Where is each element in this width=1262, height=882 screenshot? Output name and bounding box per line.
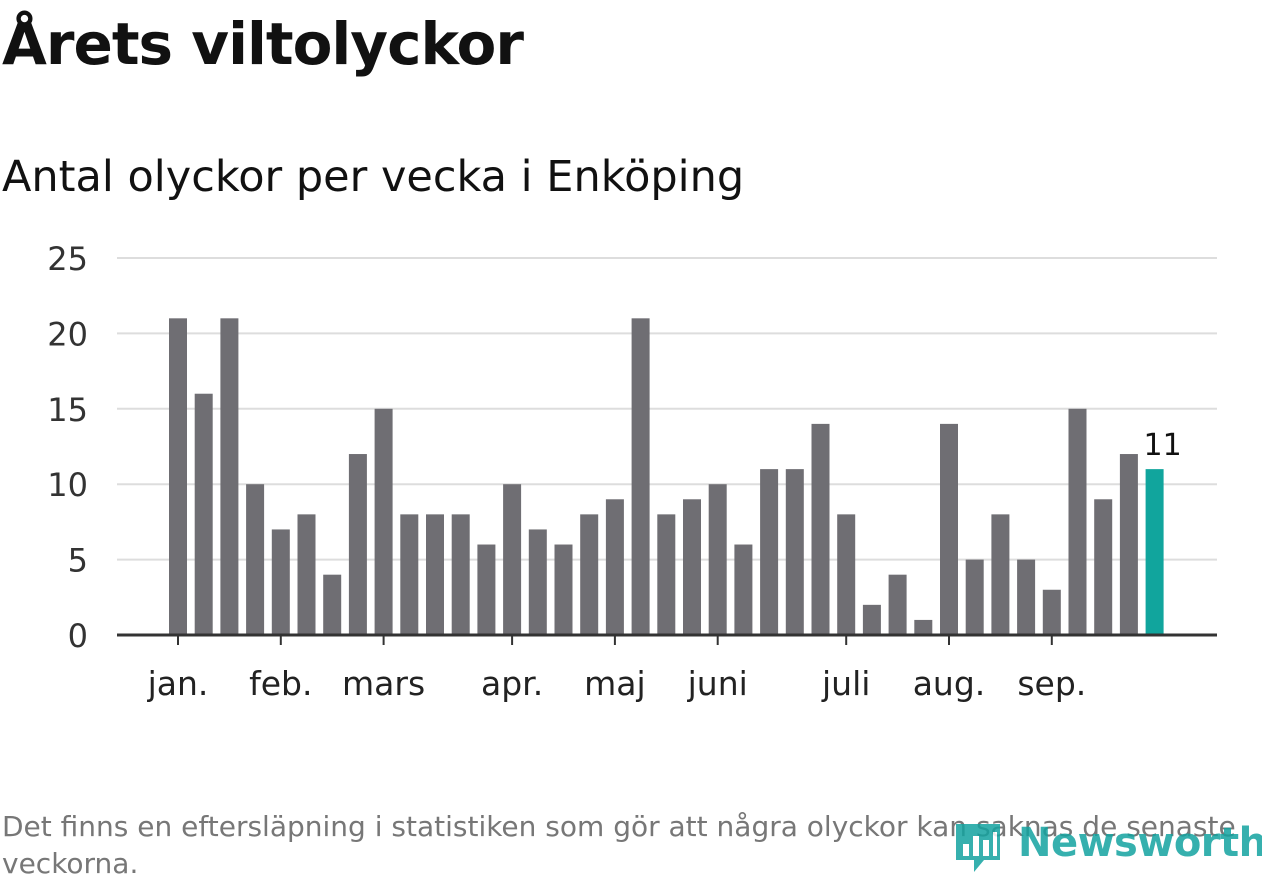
chart-subtitle: Antal olyckor per vecka i Enköping xyxy=(2,152,745,202)
bar xyxy=(760,469,779,635)
highlighted-bar xyxy=(1145,469,1164,635)
highlight-value-label: 11 xyxy=(1144,428,1182,463)
bar xyxy=(528,529,547,635)
x-tick-label: juli xyxy=(821,664,870,703)
brand-name: Newsworthy xyxy=(1018,820,1262,866)
y-tick-label: 0 xyxy=(68,617,88,655)
bar xyxy=(914,619,933,635)
bar xyxy=(1042,589,1061,635)
bar xyxy=(888,574,907,635)
bar xyxy=(837,514,856,635)
bar xyxy=(811,423,830,635)
bar xyxy=(477,544,496,635)
bar xyxy=(1094,499,1113,635)
bar xyxy=(631,318,650,635)
bar xyxy=(708,484,727,635)
bar xyxy=(940,423,958,635)
y-tick-label: 25 xyxy=(47,240,88,278)
bar xyxy=(426,514,444,635)
bar xyxy=(374,408,393,635)
bar xyxy=(580,514,599,635)
newsworthy-logo-icon xyxy=(956,824,1000,872)
bar xyxy=(1017,559,1036,635)
x-tick-label: aug. xyxy=(913,664,986,703)
x-tick-label: juni xyxy=(687,664,748,703)
chart-title: Årets viltolyckor xyxy=(2,10,524,78)
bar xyxy=(451,514,470,635)
x-tick-label: mars xyxy=(342,664,425,703)
bar xyxy=(734,544,753,635)
x-tick-label: apr. xyxy=(481,664,543,703)
bar-chart: 0 5 10 15 20 25 11 jan. feb. mars apr. maj juni juli a… xyxy=(47,240,1217,703)
bar xyxy=(220,318,239,635)
footnote: Det finns en eftersläpning i statistiken… xyxy=(2,810,1236,880)
bar xyxy=(554,544,573,635)
bar xyxy=(991,514,1010,635)
x-tick-label: maj xyxy=(584,664,646,703)
y-tick-label: 15 xyxy=(47,391,88,429)
bar xyxy=(862,604,881,635)
bar xyxy=(503,484,522,635)
bar xyxy=(1068,408,1087,635)
bar xyxy=(169,318,187,635)
bar xyxy=(657,514,676,635)
bar xyxy=(348,454,367,635)
bar xyxy=(400,514,419,635)
bar xyxy=(297,514,316,635)
bar xyxy=(605,499,624,635)
bar xyxy=(194,393,213,635)
bar xyxy=(1119,454,1138,635)
x-tick-label: sep. xyxy=(1017,664,1086,703)
y-tick-label: 5 xyxy=(68,542,88,580)
x-tick-label: feb. xyxy=(249,664,312,703)
bar xyxy=(785,469,804,635)
bar xyxy=(323,574,342,635)
bar xyxy=(246,484,265,635)
bar xyxy=(271,529,290,635)
bar xyxy=(965,559,984,635)
x-tick-label: jan. xyxy=(147,664,209,703)
bar xyxy=(683,499,701,635)
newsworthy-logo: Newsworthy xyxy=(950,818,1262,876)
y-tick-label: 20 xyxy=(47,315,88,353)
y-tick-label: 10 xyxy=(47,466,88,504)
